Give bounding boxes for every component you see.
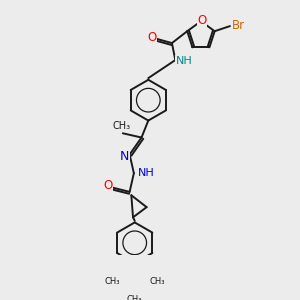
Text: CH₃: CH₃ — [127, 295, 142, 300]
Text: CH₃: CH₃ — [104, 278, 119, 286]
Text: CH₃: CH₃ — [112, 122, 130, 131]
Text: NH: NH — [176, 56, 192, 66]
Text: O: O — [147, 32, 156, 44]
Text: N: N — [120, 150, 129, 163]
Text: CH₃: CH₃ — [150, 278, 165, 286]
Text: Br: Br — [232, 19, 245, 32]
Text: NH: NH — [137, 168, 154, 178]
Text: O: O — [103, 179, 112, 192]
Text: O: O — [197, 14, 206, 27]
